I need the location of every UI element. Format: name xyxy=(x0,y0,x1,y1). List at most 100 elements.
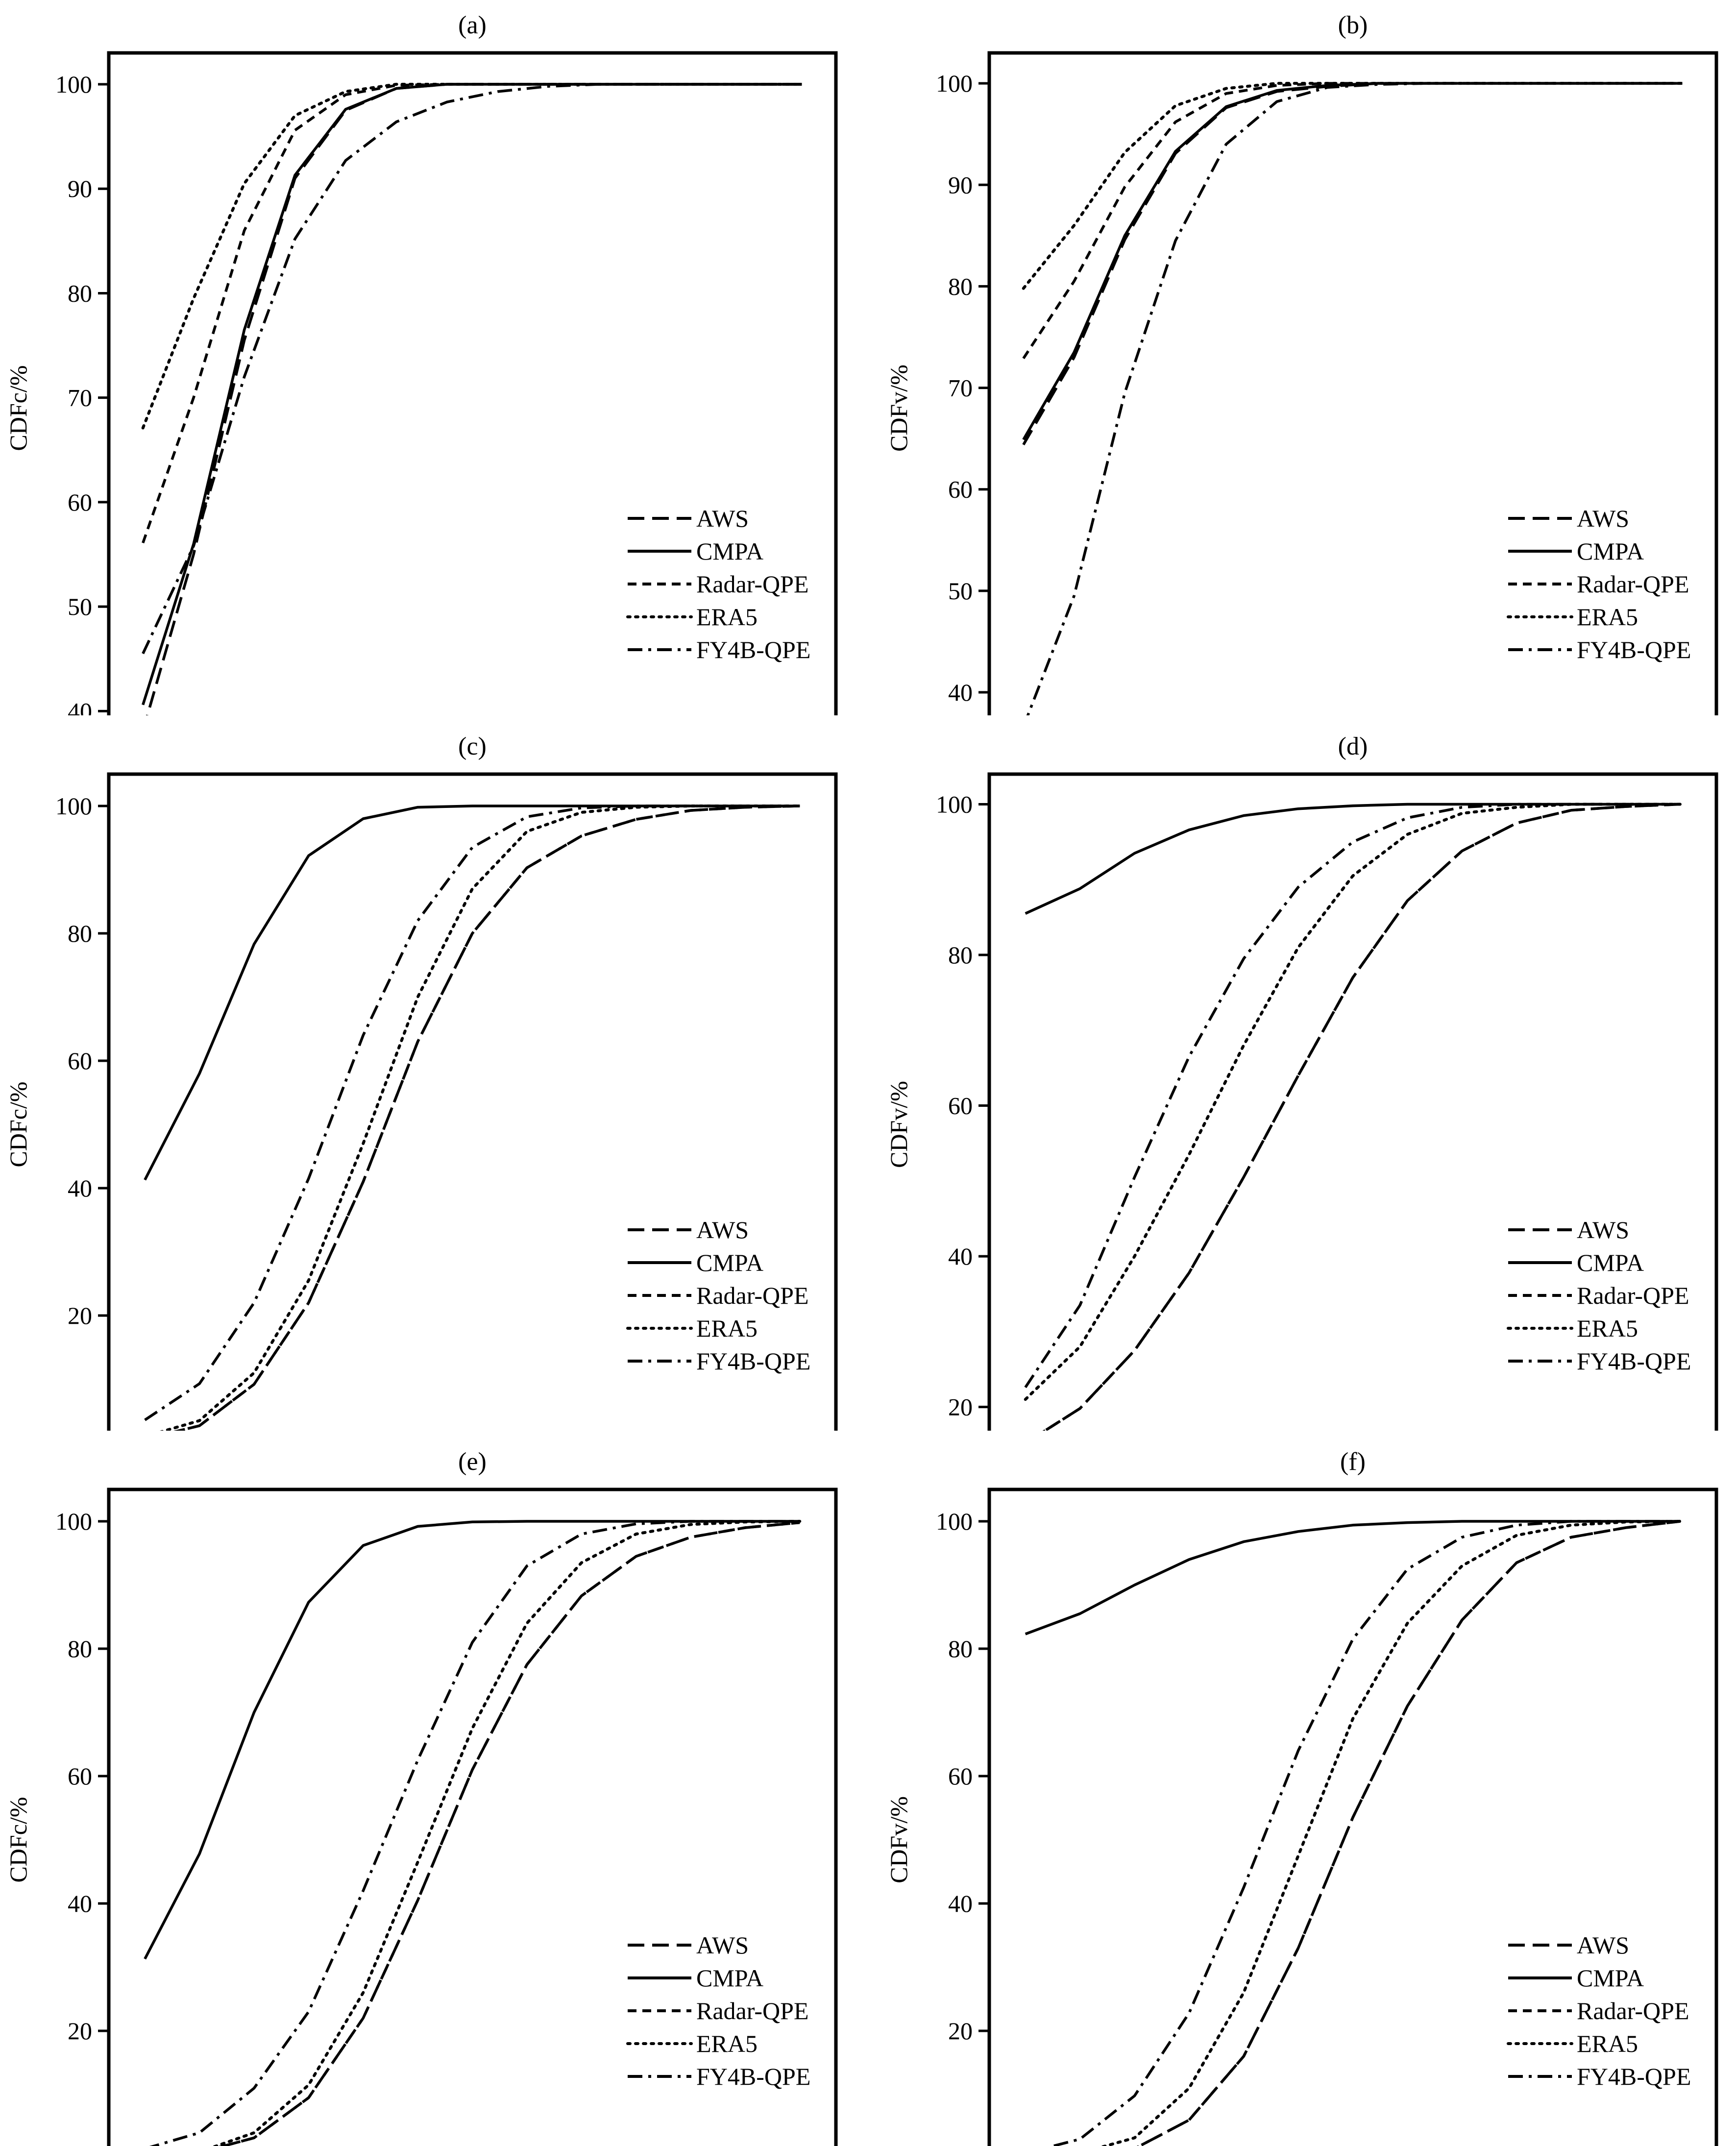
y-tick-label: 100 xyxy=(55,1508,92,1535)
y-tick-label: 90 xyxy=(68,175,92,202)
legend-label: Radar-QPE xyxy=(696,1282,809,1309)
legend-label: ERA5 xyxy=(1577,2030,1638,2057)
legend-label: AWS xyxy=(696,1931,749,1959)
legend-label: Radar-QPE xyxy=(696,1997,809,2024)
y-tick-label: 60 xyxy=(68,488,92,516)
chart-panel-b: (b)4050607080901000.11257.51012.51517.52… xyxy=(868,0,1736,715)
y-tick-label: 70 xyxy=(948,374,973,402)
legend-label: CMPA xyxy=(696,1964,763,1992)
y-tick-label: 80 xyxy=(948,272,973,300)
legend-label: CMPA xyxy=(1577,1964,1644,1992)
legend-label: ERA5 xyxy=(696,1315,758,1342)
y-tick-label: 40 xyxy=(68,1890,92,1917)
legend: AWS CMPA Radar-QPE ERA5 FY4B-QPE xyxy=(626,1216,810,1375)
chart-panel-d: (d)2040608010000.10.511.524681015204060R… xyxy=(868,715,1736,1431)
legend-label: FY4B-QPE xyxy=(696,636,810,663)
y-tick-label: 80 xyxy=(948,941,973,969)
legend-label: FY4B-QPE xyxy=(1577,636,1691,663)
legend-label: AWS xyxy=(1577,505,1629,532)
legend-label: ERA5 xyxy=(696,603,758,631)
y-axis-label: CDFv/% xyxy=(885,1796,912,1883)
y-tick-label: 60 xyxy=(948,1092,973,1120)
legend-label: CMPA xyxy=(1577,537,1644,565)
legend-label: CMPA xyxy=(696,1249,763,1276)
chart-title: (b) xyxy=(1338,11,1368,39)
chart-panel-c: (c)02040608010000.10.511.524681015204060… xyxy=(0,715,868,1431)
chart-svg-c: (c)02040608010000.10.511.524681015204060… xyxy=(4,732,838,1431)
series-line-era5 xyxy=(1024,803,1682,1401)
y-tick-label: 100 xyxy=(55,71,92,98)
y-tick-label: 0 xyxy=(80,1429,92,1431)
y-tick-label: 60 xyxy=(948,476,973,503)
series-line-fy4b-qpe xyxy=(142,83,802,655)
chart-title: (f) xyxy=(1340,1448,1366,1476)
legend-label: Radar-QPE xyxy=(1577,1997,1689,2024)
legend-label: FY4B-QPE xyxy=(696,2063,810,2090)
legend: AWS CMPA Radar-QPE ERA5 FY4B-QPE xyxy=(1507,1216,1691,1375)
y-tick-label: 0 xyxy=(80,2145,92,2146)
series-line-cmpa xyxy=(144,1520,800,1960)
chart-svg-b: (b)4050607080901000.11257.51012.51517.52… xyxy=(885,11,1718,715)
legend-label: CMPA xyxy=(1577,1249,1644,1276)
y-tick-label: 40 xyxy=(948,1890,973,1917)
y-tick-label: 80 xyxy=(68,920,92,947)
y-tick-label: 80 xyxy=(948,1635,973,1662)
plot-frame xyxy=(107,772,838,1431)
y-tick-label: 20 xyxy=(68,2017,92,2045)
y-tick-label: 80 xyxy=(68,279,92,307)
series-line-aws xyxy=(1137,1520,1681,2146)
chart-panel-f: (f)02040608010000.10.511.524681015204060… xyxy=(868,1431,1736,2146)
y-tick-label: 70 xyxy=(68,384,92,412)
y-tick-label: 40 xyxy=(948,1243,973,1270)
series-line-era5 xyxy=(212,1520,802,2146)
plot-frame xyxy=(987,772,1718,1431)
legend-label: AWS xyxy=(1577,1216,1629,1244)
series-line-aws xyxy=(173,805,800,1431)
plot-frame xyxy=(987,51,1718,715)
legend-label: Radar-QPE xyxy=(1577,570,1689,598)
legend: AWS CMPA Radar-QPE ERA5 FY4B-QPE xyxy=(1507,505,1691,663)
y-tick-label: 20 xyxy=(68,1302,92,1329)
y-tick-label: 20 xyxy=(948,1393,973,1421)
legend-label: Radar-QPE xyxy=(696,570,809,598)
y-tick-label: 100 xyxy=(936,791,973,818)
series-line-aws xyxy=(1042,803,1681,1431)
legend-label: AWS xyxy=(696,505,749,532)
series-line-era5 xyxy=(141,83,804,430)
legend: AWS CMPA Radar-QPE ERA5 FY4B-QPE xyxy=(1507,1931,1691,2090)
chart-svg-f: (f)02040608010000.10.511.524681015204060… xyxy=(885,1448,1718,2146)
series-line-era5 xyxy=(1100,1520,1682,2146)
series-line-cmpa xyxy=(1025,803,1681,915)
plot-frame xyxy=(107,1488,838,2146)
y-tick-label: 0 xyxy=(960,2145,973,2146)
y-tick-label: 60 xyxy=(948,1762,973,1790)
chart-title: (e) xyxy=(458,1448,487,1476)
series-line-aws xyxy=(219,1521,800,2146)
legend-label: FY4B-QPE xyxy=(696,1347,810,1375)
legend-label: Radar-QPE xyxy=(1577,1282,1689,1309)
plot-frame xyxy=(107,51,838,715)
series-line-aws xyxy=(1022,82,1683,445)
y-axis-label: CDFc/% xyxy=(4,1082,32,1168)
legend-label: ERA5 xyxy=(696,2030,758,2057)
y-tick-label: 60 xyxy=(68,1762,92,1790)
y-tick-label: 40 xyxy=(68,697,92,715)
chart-svg-e: (e)02040608010000.10.511.524681015204060… xyxy=(4,1448,838,2146)
legend-label: AWS xyxy=(1577,1931,1629,1959)
chart-title: (a) xyxy=(458,11,487,39)
y-tick-label: 40 xyxy=(68,1174,92,1202)
y-tick-label: 100 xyxy=(936,70,973,97)
series-line-fy4b-qpe xyxy=(1024,803,1681,1389)
legend: AWS CMPA Radar-QPE ERA5 FY4B-QPE xyxy=(626,1931,810,2090)
chart-title: (c) xyxy=(458,732,487,760)
y-tick-label: 50 xyxy=(948,577,973,605)
legend: AWS CMPA Radar-QPE ERA5 FY4B-QPE xyxy=(626,505,810,663)
legend-label: FY4B-QPE xyxy=(1577,1347,1691,1375)
series-line-era5 xyxy=(1022,82,1684,290)
y-tick-label: 100 xyxy=(55,792,92,820)
y-axis-label: CDFc/% xyxy=(4,1797,32,1883)
y-tick-label: 40 xyxy=(948,679,973,706)
y-tick-label: 60 xyxy=(68,1047,92,1074)
legend-label: AWS xyxy=(696,1216,749,1244)
chart-panel-e: (e)02040608010000.10.511.524681015204060… xyxy=(0,1431,868,2146)
